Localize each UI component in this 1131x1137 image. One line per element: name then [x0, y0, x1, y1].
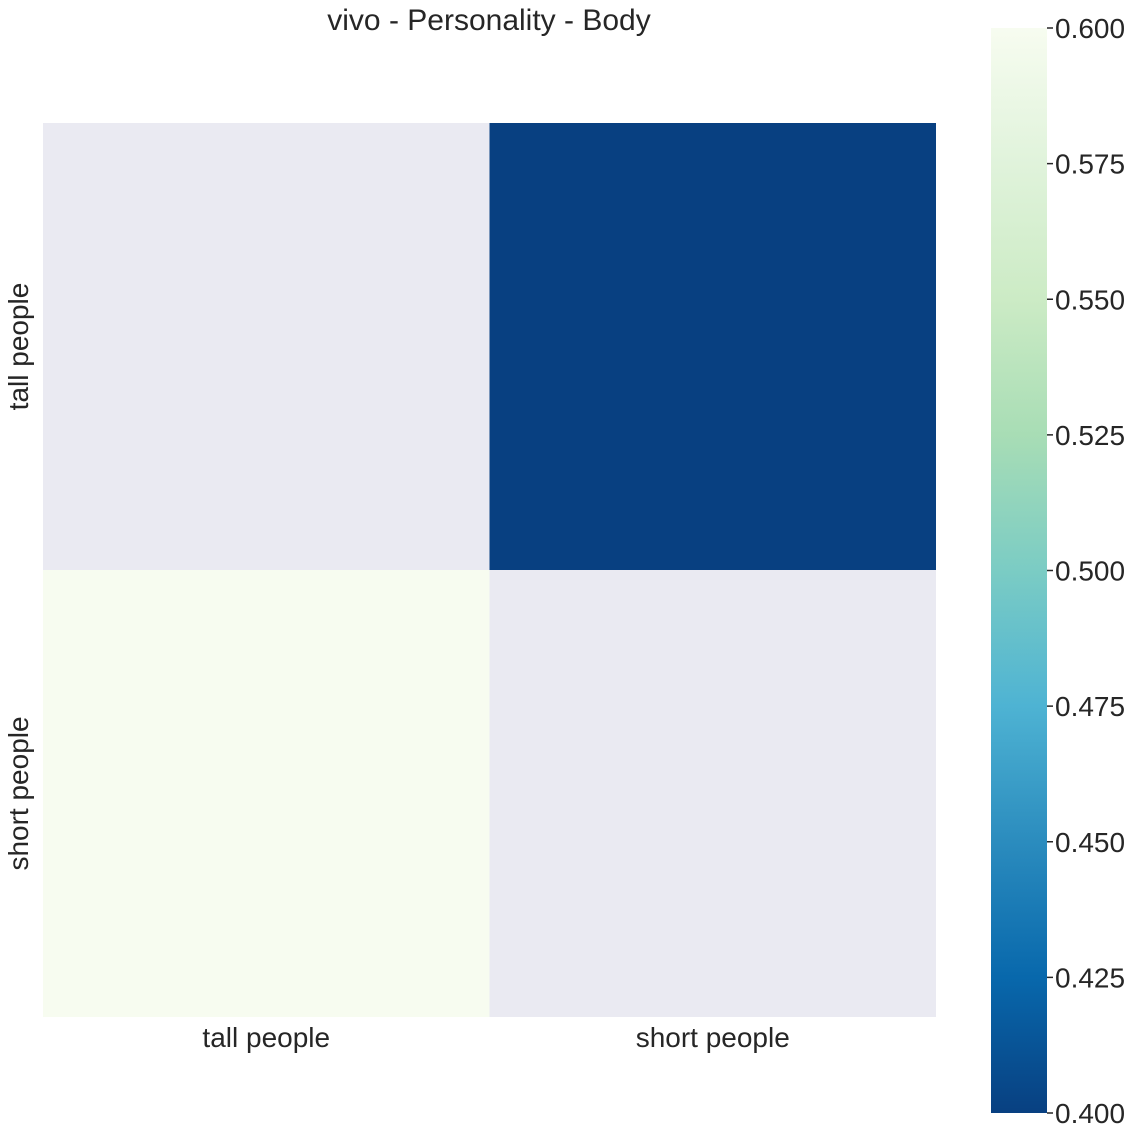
colorbar-ticks: 0.400 0.425 0.450 0.475 0.500 0.525 0.550 0.575… — [1047, 13, 1125, 1129]
colorbar-tick-label: 0.550 — [1055, 284, 1125, 315]
y-tick-labels: tall people short people — [3, 283, 34, 871]
x-tick-label: tall people — [202, 1022, 330, 1053]
heatmap-cell-r0-c1 — [489, 123, 936, 570]
colorbar-tick-label: 0.475 — [1055, 691, 1125, 722]
y-tick-label: short people — [3, 716, 34, 870]
heatmap-cell-r1-c0 — [43, 570, 490, 1017]
colorbar-gradient — [991, 28, 1047, 1113]
colorbar-tick-label: 0.500 — [1055, 556, 1125, 587]
colorbar-tick-label: 0.400 — [1055, 1098, 1125, 1129]
chart-title: vivo - Personality - Body — [327, 4, 650, 37]
colorbar-tick-label: 0.575 — [1055, 149, 1125, 180]
colorbar-tick-label: 0.450 — [1055, 827, 1125, 858]
x-tick-label: short people — [636, 1022, 790, 1053]
heatmap-cell-r1-c1 — [489, 570, 936, 1017]
colorbar: 0.400 0.425 0.450 0.475 0.500 0.525 0.550 0.575… — [991, 13, 1125, 1129]
y-tick-label: tall people — [3, 283, 34, 411]
x-tick-labels: tall people short people — [202, 1022, 789, 1053]
colorbar-tick-label: 0.425 — [1055, 962, 1125, 993]
colorbar-tick-label: 0.600 — [1055, 13, 1125, 44]
heatmap-cells — [43, 123, 936, 1017]
heatmap-cell-r0-c0 — [43, 123, 490, 570]
colorbar-tick-label: 0.525 — [1055, 420, 1125, 451]
